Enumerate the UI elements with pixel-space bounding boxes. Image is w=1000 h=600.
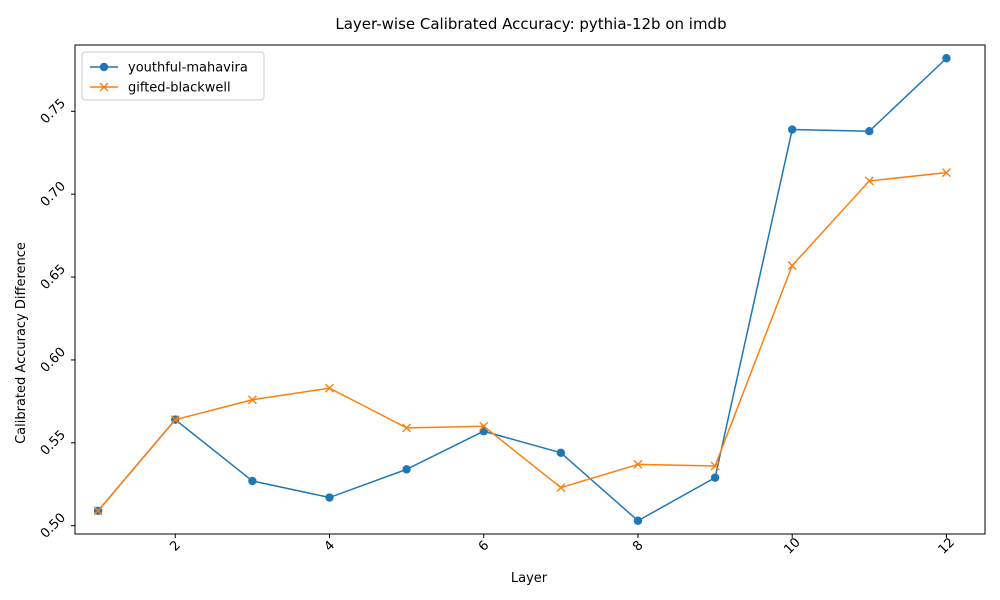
series-line <box>97 57 947 522</box>
y-axis-label: Calibrated Accuracy Difference <box>14 242 29 444</box>
x-tick-label: 12 <box>936 535 958 557</box>
x-tick-label: 8 <box>630 538 646 554</box>
data-point <box>325 493 334 502</box>
legend-label: youthful-mahavira <box>128 61 248 76</box>
data-point <box>788 125 797 134</box>
legend-label: gifted-blackwell <box>128 81 231 96</box>
data-point <box>402 423 412 433</box>
data-point <box>710 473 720 482</box>
y-tick-label: 0.55 <box>38 428 69 459</box>
data-point <box>93 506 103 516</box>
y-tick-label: 0.65 <box>38 262 69 293</box>
data-point <box>633 459 643 469</box>
axes-layer: 2 4 6 8 10 12 0.50 0.55 0.60 0.65 0.70 0.75 <box>38 44 986 558</box>
x-tick-label: 4 <box>322 538 338 554</box>
y-tick-label: 0.75 <box>38 96 69 127</box>
data-point <box>787 260 797 270</box>
legend-item-youthful-mahavira: youthful-mahavira <box>90 61 248 76</box>
legend-box <box>81 51 265 101</box>
series-youthful-mahavira <box>93 54 951 525</box>
data-point <box>633 516 643 525</box>
data-point <box>865 126 874 136</box>
legend: youthful-mahavira gifted-blackwell <box>81 51 265 101</box>
y-tick-label: 0.50 <box>38 511 69 542</box>
x-tick-label: 6 <box>476 538 492 554</box>
data-point <box>942 54 951 63</box>
data-point <box>479 421 489 431</box>
y-tick-label: 0.60 <box>38 345 69 376</box>
series-gifted-blackwell <box>93 168 951 516</box>
data-point <box>556 483 566 493</box>
data-point <box>248 476 257 486</box>
series-line <box>97 171 947 512</box>
data-point <box>864 176 874 186</box>
data-point <box>941 168 951 178</box>
legend-marker <box>99 82 109 92</box>
data-point <box>170 415 180 425</box>
data-point <box>710 461 720 471</box>
data-point <box>402 465 411 474</box>
x-tick-label: 2 <box>167 538 183 554</box>
y-tick-label: 0.70 <box>38 179 69 210</box>
plot-frame <box>74 44 986 535</box>
x-axis-label: Layer <box>511 571 548 586</box>
x-tick-label: 10 <box>781 535 803 557</box>
chart-title: Layer-wise Calibrated Accuracy: pythia-1… <box>335 15 726 33</box>
data-point <box>247 395 257 405</box>
legend-item-gifted-blackwell: gifted-blackwell <box>90 81 231 96</box>
series-layer <box>93 54 951 525</box>
data-point <box>556 448 566 457</box>
data-point <box>324 383 334 393</box>
legend-marker <box>99 62 109 72</box>
